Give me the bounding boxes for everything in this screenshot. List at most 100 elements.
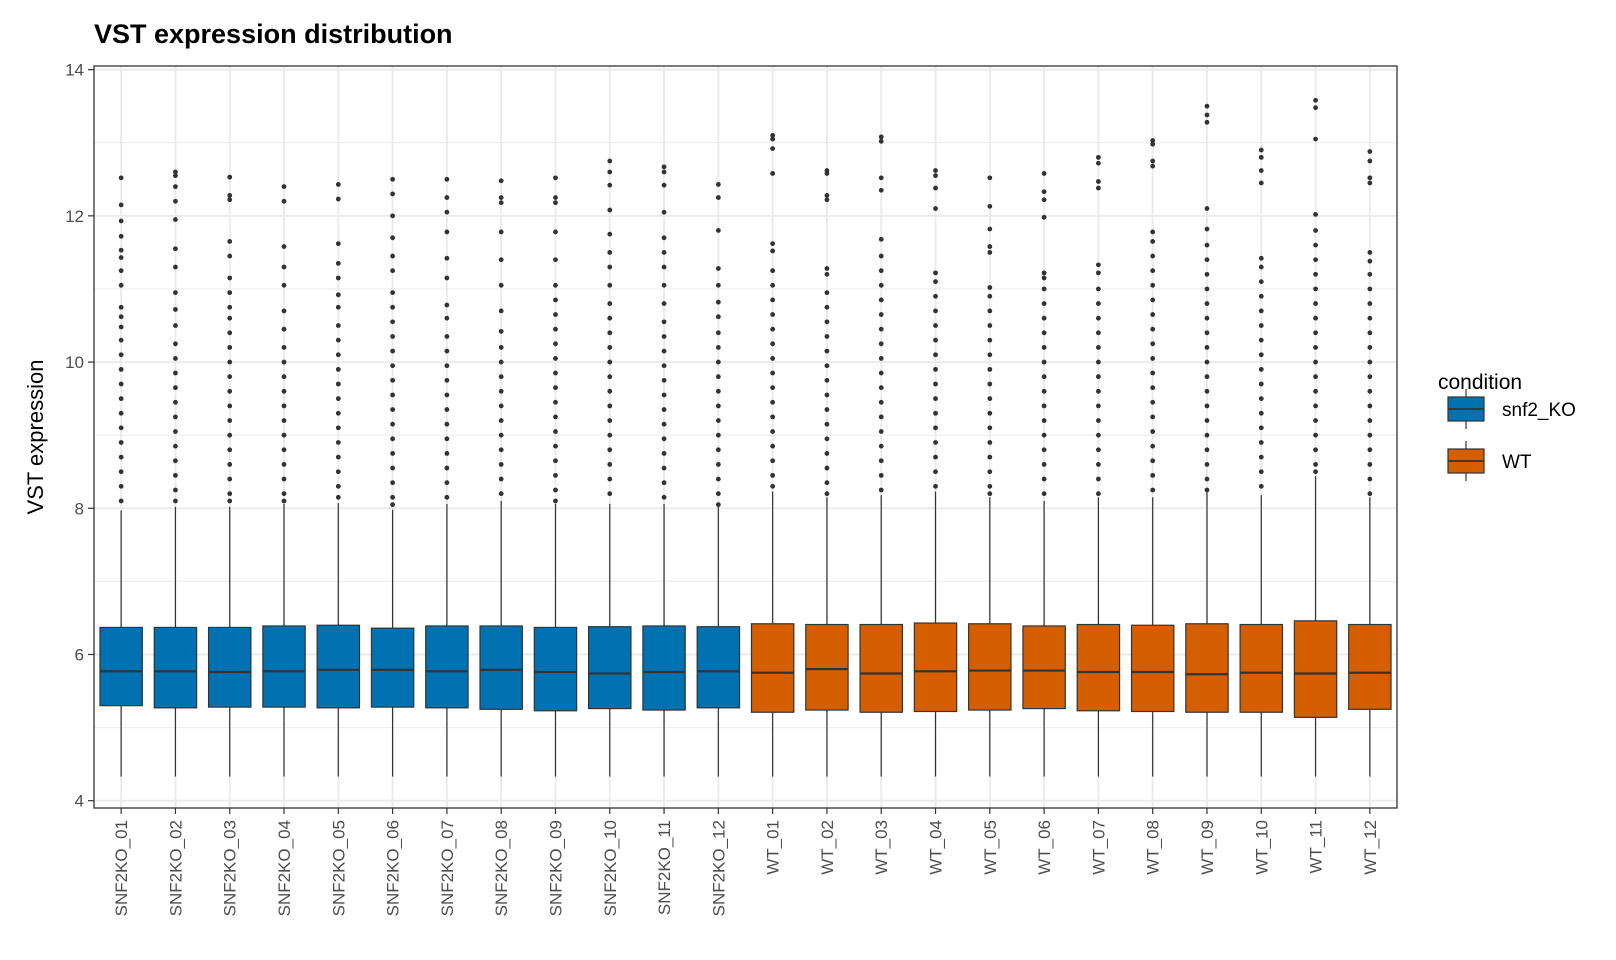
outlier-point [553,312,558,317]
outlier-point [335,241,341,247]
outlier-point [173,414,178,420]
outlier-point [878,134,884,140]
outlier-point [715,418,721,423]
outlier-point [878,282,884,288]
x-tick-label: WT_01 [764,820,783,875]
outlier-point [118,233,124,239]
outlier-point [661,334,667,339]
outlier-point [987,410,993,416]
x-tick-label: SNF2KO_02 [166,820,185,916]
outlier-point [715,228,721,233]
outlier-point [444,465,450,471]
outlier-point [335,381,341,387]
box-snf2ko_09 [533,175,578,777]
outlier-point [1313,271,1318,277]
outlier-point [444,392,450,398]
iqr-box [99,626,143,707]
outlier-point [607,374,613,380]
outlier-point [987,203,993,209]
outlier-point [607,182,613,188]
outlier-point [444,302,450,308]
outlier-point [1313,345,1318,350]
outlier-point [553,414,558,420]
outlier-point [1367,374,1373,380]
outlier-point [553,195,558,200]
outlier-point [1204,487,1210,493]
outlier-point [498,257,504,263]
outlier-point [1150,268,1156,274]
legend: condition snf2_KO WT [1438,371,1576,481]
outlier-point [1367,476,1373,482]
outlier-point [173,264,178,270]
outlier-point [878,312,884,317]
iqr-box [1022,625,1066,710]
outlier-point [1367,432,1373,438]
x-tick-label: SNF2KO_01 [112,820,131,916]
outlier-point [1313,418,1318,423]
outlier-point [1041,330,1047,336]
outlier-point [607,491,613,497]
outlier-point [1258,469,1264,475]
outlier-point [1150,341,1156,347]
outlier-point [770,326,776,332]
outlier-point [227,374,233,380]
outlier-point [1150,253,1156,259]
outlier-point [661,494,667,500]
outlier-point [1095,179,1101,184]
outlier-point [933,352,938,358]
outlier-point [173,385,178,391]
outlier-point [281,198,287,204]
outlier-point [1150,297,1156,303]
outlier-point [553,326,558,332]
outlier-point [227,290,233,296]
outlier-point [1095,374,1101,380]
outlier-point [444,407,450,412]
outlier-point [444,334,450,339]
outlier-point [1150,429,1156,434]
outlier-point [715,447,721,453]
iqr-box [750,623,795,713]
outlier-point [227,304,233,310]
outlier-point [824,197,830,203]
outlier-point [1204,226,1210,232]
outlier-point [1258,366,1264,372]
outlier-point [933,469,938,475]
outlier-point [1367,175,1373,181]
outlier-point [498,491,504,497]
outlier-point [553,487,558,493]
outlier-point [173,173,178,179]
outlier-point [933,425,938,431]
outlier-point [444,451,450,456]
outlier-point [1258,168,1264,173]
outlier-point [118,352,124,358]
outlier-point [118,202,124,208]
outlier-point [878,414,884,420]
outlier-point [715,314,721,320]
outlier-point [390,304,396,310]
iqr-box [1130,624,1175,713]
outlier-point [335,260,341,266]
outlier-point [715,388,721,394]
outlier-point [227,359,233,365]
outlier-point [390,502,396,508]
outlier-point [173,399,178,405]
outlier-point [1258,154,1264,160]
outlier-point [173,498,178,504]
outlier-point [1258,425,1264,431]
outlier-point [281,282,287,288]
outlier-point [1367,258,1373,264]
outlier-point [661,451,667,456]
outlier-point [1204,388,1210,394]
outlier-point [987,337,993,343]
outlier-point [770,268,776,274]
outlier-point [933,440,938,445]
outlier-point [1313,257,1318,263]
outlier-point [878,356,884,361]
outlier-point [281,374,287,380]
outlier-point [1041,315,1047,321]
outlier-point [987,440,993,445]
outlier-point [1204,447,1210,453]
outlier-point [444,363,450,369]
outlier-point [1150,472,1156,478]
outlier-point [444,315,450,321]
